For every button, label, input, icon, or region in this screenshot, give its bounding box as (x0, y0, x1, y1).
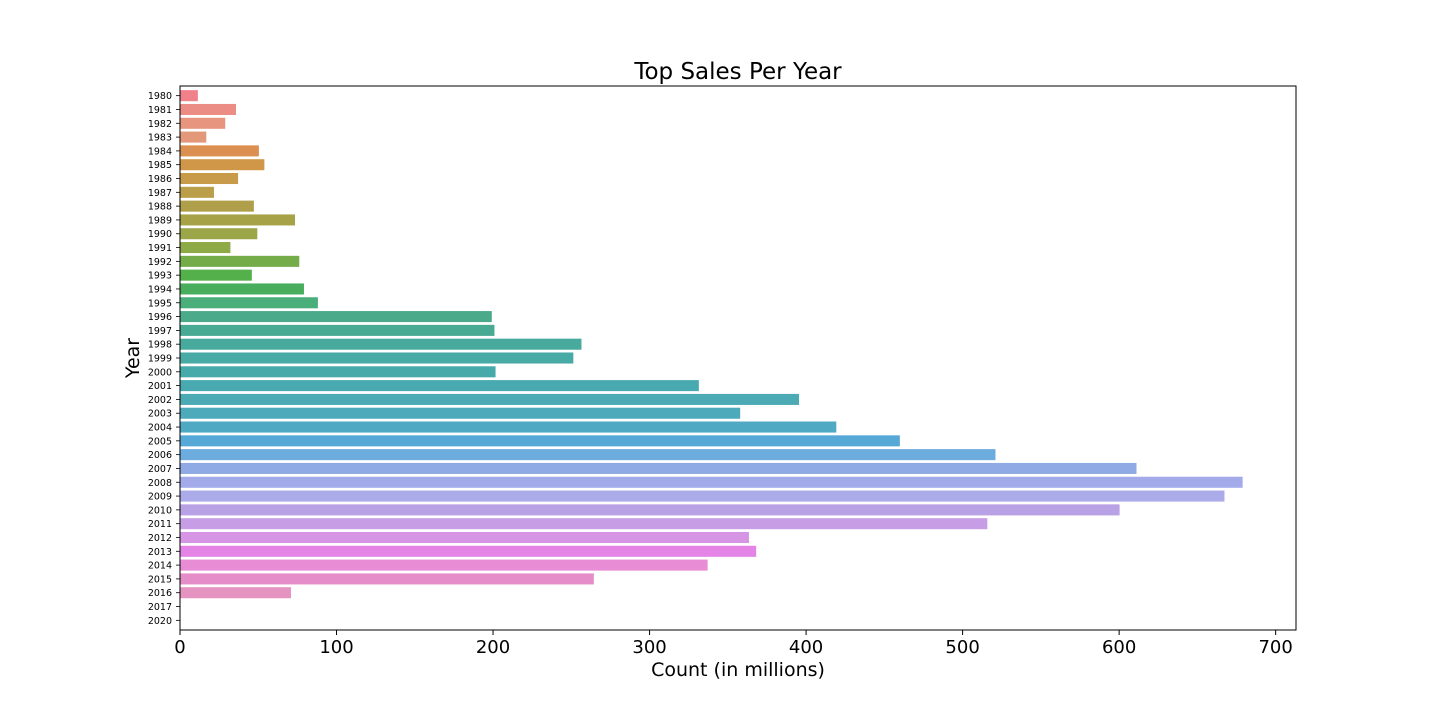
bar-2016 (180, 587, 291, 599)
y-tick-label: 2005 (148, 436, 172, 447)
y-tick-label: 2014 (148, 561, 172, 572)
bar-1999 (180, 352, 574, 364)
y-tick-label: 1991 (148, 243, 172, 254)
bar-2015 (180, 573, 594, 585)
x-tick-labels: 0 100 200 300 400 500 600 700 (174, 630, 1293, 658)
bar-2007 (180, 462, 1137, 474)
bar-1989 (180, 214, 296, 226)
bar-1982 (180, 117, 226, 129)
bars-group (180, 90, 1243, 626)
x-tick-label: 300 (632, 637, 666, 658)
bar-1980 (180, 90, 198, 102)
y-tick-label: 2011 (148, 519, 172, 530)
bar-1996 (180, 311, 492, 323)
bar-1998 (180, 338, 582, 350)
y-tick-label: 2020 (148, 616, 172, 627)
y-tick-label: 1986 (148, 174, 172, 185)
y-tick-label: 1988 (148, 202, 172, 213)
y-tick-label: 2015 (148, 574, 172, 585)
y-tick-label: 1992 (148, 257, 172, 268)
y-tick-label: 2004 (148, 423, 172, 434)
bar-2001 (180, 380, 699, 392)
bar-2006 (180, 449, 996, 461)
y-tick-label: 1993 (148, 271, 172, 282)
bar-1992 (180, 255, 300, 267)
x-tick-label: 100 (319, 637, 353, 658)
y-tick-label: 1980 (148, 91, 172, 102)
x-tick-label: 400 (789, 637, 823, 658)
bar-1995 (180, 297, 318, 309)
bar-1994 (180, 283, 304, 295)
y-tick-label: 1999 (148, 354, 172, 365)
y-tick-label: 1983 (148, 133, 172, 144)
y-axis-label: Year (122, 338, 144, 379)
y-tick-label: 1989 (148, 215, 172, 226)
x-tick-label: 700 (1258, 637, 1292, 658)
x-tick-label: 500 (945, 637, 979, 658)
y-tick-label: 2003 (148, 409, 172, 420)
bar-2014 (180, 559, 708, 571)
bar-1997 (180, 324, 495, 336)
y-tick-label: 1982 (148, 119, 172, 130)
y-tick-label: 2002 (148, 395, 172, 406)
bar-2009 (180, 490, 1225, 502)
y-tick-label: 2000 (148, 367, 172, 378)
y-tick-label: 1985 (148, 160, 172, 171)
bar-1987 (180, 186, 214, 198)
bar-2005 (180, 435, 900, 447)
y-tick-label: 2017 (148, 602, 172, 613)
x-tick-label: 200 (476, 637, 510, 658)
bar-1988 (180, 200, 254, 212)
bar-1981 (180, 103, 237, 115)
bar-2008 (180, 476, 1243, 488)
y-tick-label: 1995 (148, 298, 172, 309)
bar-2002 (180, 393, 800, 405)
bar-2003 (180, 407, 741, 419)
chart-title: Top Sales Per Year (633, 59, 842, 85)
bar-1985 (180, 159, 265, 171)
bar-1986 (180, 172, 239, 185)
bar-1991 (180, 242, 231, 254)
y-tick-label: 2010 (148, 505, 172, 516)
x-tick-label: 0 (174, 637, 185, 658)
y-tick-label: 2009 (148, 492, 172, 503)
y-tick-label: 2013 (148, 547, 172, 558)
bar-2004 (180, 421, 837, 433)
y-tick-label: 2012 (148, 533, 172, 544)
y-tick-label: 1996 (148, 312, 172, 323)
y-tick-label: 1981 (148, 105, 172, 116)
bar-2013 (180, 545, 757, 557)
y-tick-label: 1997 (148, 326, 172, 337)
bar-1984 (180, 145, 259, 157)
x-axis-label: Count (in millions) (651, 659, 825, 681)
y-tick-labels: 1980 1981 1982 1983 1984 1985 1986 1987 1988 1989… (148, 91, 180, 627)
y-tick-label: 1987 (148, 188, 172, 199)
bar-1983 (180, 131, 207, 143)
y-tick-label: 2001 (148, 381, 172, 392)
y-tick-label: 2007 (148, 464, 172, 475)
y-tick-label: 1998 (148, 340, 172, 351)
plot-frame (179, 85, 1297, 631)
y-tick-label: 1984 (148, 146, 172, 157)
y-tick-label: 2008 (148, 478, 172, 489)
y-tick-label: 1994 (148, 284, 172, 295)
bar-2010 (180, 504, 1120, 516)
bar-1990 (180, 228, 258, 240)
bar-2012 (180, 531, 749, 544)
y-tick-label: 2006 (148, 450, 172, 461)
x-tick-label: 600 (1102, 637, 1136, 658)
bar-1993 (180, 269, 252, 281)
y-tick-label: 2016 (148, 588, 172, 599)
y-tick-label: 1990 (148, 229, 172, 240)
bar-2000 (180, 366, 496, 378)
bar-2011 (180, 518, 988, 530)
